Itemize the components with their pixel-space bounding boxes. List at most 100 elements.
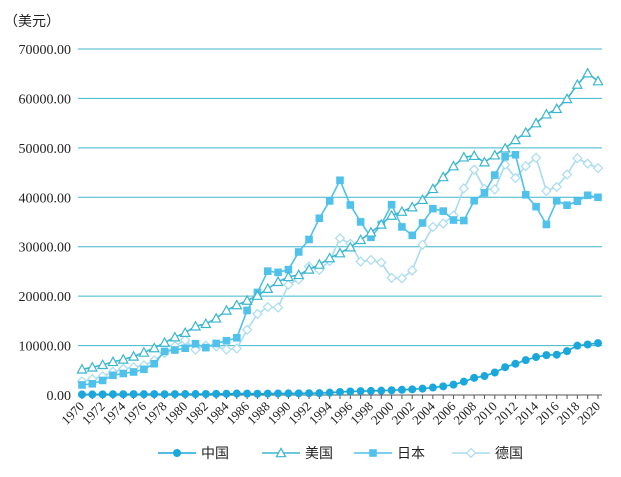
data-point [263, 267, 272, 275]
data-point [355, 233, 367, 245]
legend-item: 日本 [354, 446, 425, 462]
data-point [458, 151, 470, 162]
data-point [582, 158, 593, 169]
data-point [253, 389, 262, 398]
data-point [98, 376, 107, 385]
data-point [418, 219, 427, 227]
data-point [385, 209, 398, 220]
data-point [86, 361, 98, 372]
data-point [293, 269, 305, 280]
data-point [129, 368, 138, 376]
data-point [542, 220, 551, 229]
legend-item: 美国 [262, 446, 333, 462]
data-point [470, 196, 478, 205]
data-point [387, 386, 396, 395]
data-point [571, 78, 583, 89]
data-point [582, 67, 594, 78]
x-tick-label: 2020 [574, 399, 603, 428]
data-point [173, 449, 181, 457]
data-point [594, 339, 602, 348]
data-point [119, 390, 128, 399]
data-point [189, 320, 202, 331]
unit-label: （美元） [4, 14, 60, 30]
data-point [499, 142, 511, 153]
data-point [108, 390, 117, 399]
data-point [583, 340, 592, 349]
y-tick-label: 40000.00 [19, 191, 72, 206]
data-point [252, 308, 263, 320]
data-point [231, 343, 243, 354]
data-point [552, 196, 561, 205]
data-point [396, 205, 408, 216]
data-point [376, 257, 387, 268]
data-point [561, 93, 573, 104]
data-point [119, 369, 128, 378]
data-point [222, 336, 231, 345]
data-point [262, 282, 274, 294]
data-point [365, 226, 377, 237]
data-point [520, 126, 532, 137]
data-point [107, 356, 119, 367]
data-point [532, 202, 540, 211]
grid-layer [78, 48, 602, 396]
data-point [521, 191, 530, 199]
data-point [179, 326, 191, 337]
legend-label: 美国 [305, 446, 333, 462]
y-tick-label: 70000.00 [19, 43, 72, 58]
data-point [592, 162, 604, 174]
data-point [97, 359, 109, 370]
series-line [81, 153, 599, 386]
data-point [369, 449, 377, 457]
legend-item: 中国 [158, 446, 229, 462]
data-point [200, 317, 212, 329]
y-tick-label: 20000.00 [19, 290, 72, 305]
data-point [181, 344, 189, 353]
data-point [439, 382, 448, 391]
data-point [468, 149, 480, 161]
data-point [427, 221, 439, 233]
data-point [406, 201, 418, 212]
data-point [210, 312, 222, 323]
data-point [294, 248, 303, 256]
data-point [222, 389, 231, 398]
data-point [212, 339, 220, 348]
data-point [365, 254, 377, 266]
data-point [221, 344, 232, 355]
data-point [356, 218, 365, 226]
data-point [594, 193, 602, 202]
data-point [439, 207, 447, 215]
data-point [251, 289, 264, 300]
data-point [489, 149, 501, 160]
data-point [138, 346, 150, 357]
data-point [303, 263, 315, 274]
data-point [377, 386, 386, 395]
data-point [406, 265, 418, 276]
data-point [541, 185, 552, 197]
data-point [160, 390, 169, 399]
data-point [344, 241, 356, 252]
data-point [160, 347, 169, 356]
data-point [232, 389, 241, 398]
data-point [449, 380, 458, 389]
data-point [489, 184, 501, 195]
data-point [583, 191, 592, 200]
data-point [398, 223, 406, 231]
data-point [530, 117, 542, 128]
data-point [552, 350, 561, 359]
data-point [428, 383, 437, 392]
data-point [117, 353, 129, 364]
data-point [386, 272, 397, 284]
data-point [458, 183, 470, 194]
data-point [109, 371, 117, 380]
data-point [367, 233, 375, 242]
data-point [272, 275, 284, 287]
data-point [212, 389, 221, 398]
data-point [284, 389, 293, 398]
data-point [233, 333, 241, 342]
data-point [346, 201, 355, 209]
series-line [81, 72, 599, 371]
data-point [530, 152, 542, 163]
data-point [336, 176, 344, 185]
data-point [201, 389, 210, 398]
data-point [220, 304, 233, 315]
